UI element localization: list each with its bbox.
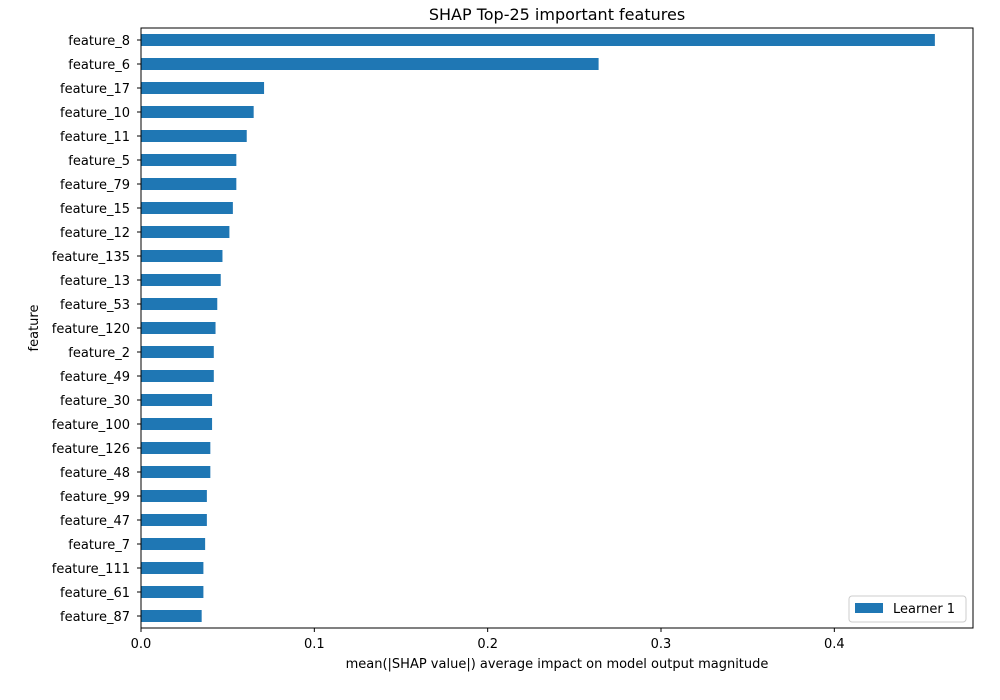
bar-feature-120 bbox=[141, 322, 216, 334]
bar-feature-100 bbox=[141, 418, 213, 430]
x-tick-label: 0.4 bbox=[824, 637, 845, 652]
y-tick-label: feature_6 bbox=[68, 58, 130, 73]
bar-feature-13 bbox=[141, 274, 221, 286]
bar-feature-99 bbox=[141, 490, 207, 502]
bar-feature-48 bbox=[141, 466, 211, 478]
y-tick-label: feature_49 bbox=[60, 370, 130, 385]
y-tick-label: feature_87 bbox=[60, 610, 130, 625]
x-tick-label: 0.1 bbox=[304, 637, 325, 652]
y-tick-label: feature_126 bbox=[52, 442, 130, 457]
x-tick-label: 0.0 bbox=[131, 637, 152, 652]
bar-feature-5 bbox=[141, 154, 237, 166]
bar-feature-135 bbox=[141, 250, 223, 262]
bar-feature-126 bbox=[141, 442, 211, 454]
y-tick-label: feature_15 bbox=[60, 202, 130, 217]
y-tick-label: feature_7 bbox=[68, 538, 130, 553]
y-tick-label: feature_5 bbox=[68, 154, 130, 169]
bar-feature-10 bbox=[141, 106, 254, 118]
bar-feature-12 bbox=[141, 226, 230, 238]
bar-feature-79 bbox=[141, 178, 237, 190]
bar-feature-7 bbox=[141, 538, 206, 550]
bar-feature-49 bbox=[141, 370, 214, 382]
bars-layer bbox=[141, 34, 935, 622]
y-tick-label: feature_48 bbox=[60, 466, 130, 481]
y-tick-label: feature_30 bbox=[60, 394, 130, 409]
y-tick-label: feature_111 bbox=[52, 562, 130, 577]
legend-swatch bbox=[855, 603, 883, 613]
y-axis-label: feature bbox=[27, 305, 42, 352]
legend-label: Learner 1 bbox=[893, 602, 955, 617]
bar-feature-2 bbox=[141, 346, 214, 358]
y-tick-label: feature_79 bbox=[60, 178, 130, 193]
bar-feature-30 bbox=[141, 394, 213, 406]
bar-feature-8 bbox=[141, 34, 935, 46]
y-tick-label: feature_17 bbox=[60, 82, 130, 97]
bar-feature-87 bbox=[141, 610, 202, 622]
y-tick-label: feature_13 bbox=[60, 274, 130, 289]
y-tick-label: feature_99 bbox=[60, 490, 130, 505]
y-tick-label: feature_135 bbox=[52, 250, 130, 265]
bar-feature-53 bbox=[141, 298, 218, 310]
legend: Learner 1 bbox=[848, 595, 967, 623]
x-axis: 0.0 0.1 0.2 0.3 0.4 bbox=[131, 628, 845, 652]
legend-box bbox=[848, 595, 967, 623]
y-tick-label: feature_100 bbox=[52, 418, 130, 433]
y-tick-label: feature_11 bbox=[60, 130, 130, 145]
y-tick-label: feature_120 bbox=[52, 322, 130, 337]
y-tick-label: feature_47 bbox=[60, 514, 130, 529]
bar-feature-17 bbox=[141, 82, 265, 94]
y-tick-label: feature_8 bbox=[68, 34, 130, 49]
x-tick-label: 0.3 bbox=[651, 637, 672, 652]
y-tick-label: feature_2 bbox=[68, 346, 130, 361]
y-tick-label: feature_61 bbox=[60, 586, 130, 601]
bar-feature-61 bbox=[141, 586, 204, 598]
bar-feature-111 bbox=[141, 562, 204, 574]
bar-feature-11 bbox=[141, 130, 247, 142]
x-tick-label: 0.2 bbox=[477, 637, 498, 652]
y-tick-label: feature_10 bbox=[60, 106, 130, 121]
plot-frame bbox=[140, 27, 974, 629]
y-axis: feature_8 feature_6 feature_17 feature_10fe… bbox=[52, 34, 141, 625]
chart-title: SHAP Top-25 important features bbox=[429, 5, 685, 24]
bar-feature-47 bbox=[141, 514, 207, 526]
bar-feature-6 bbox=[141, 58, 599, 70]
bar-feature-15 bbox=[141, 202, 233, 214]
x-axis-label: mean(|SHAP value|) average impact on mod… bbox=[346, 657, 769, 672]
y-tick-label: feature_12 bbox=[60, 226, 130, 241]
y-tick-label: feature_53 bbox=[60, 298, 130, 313]
